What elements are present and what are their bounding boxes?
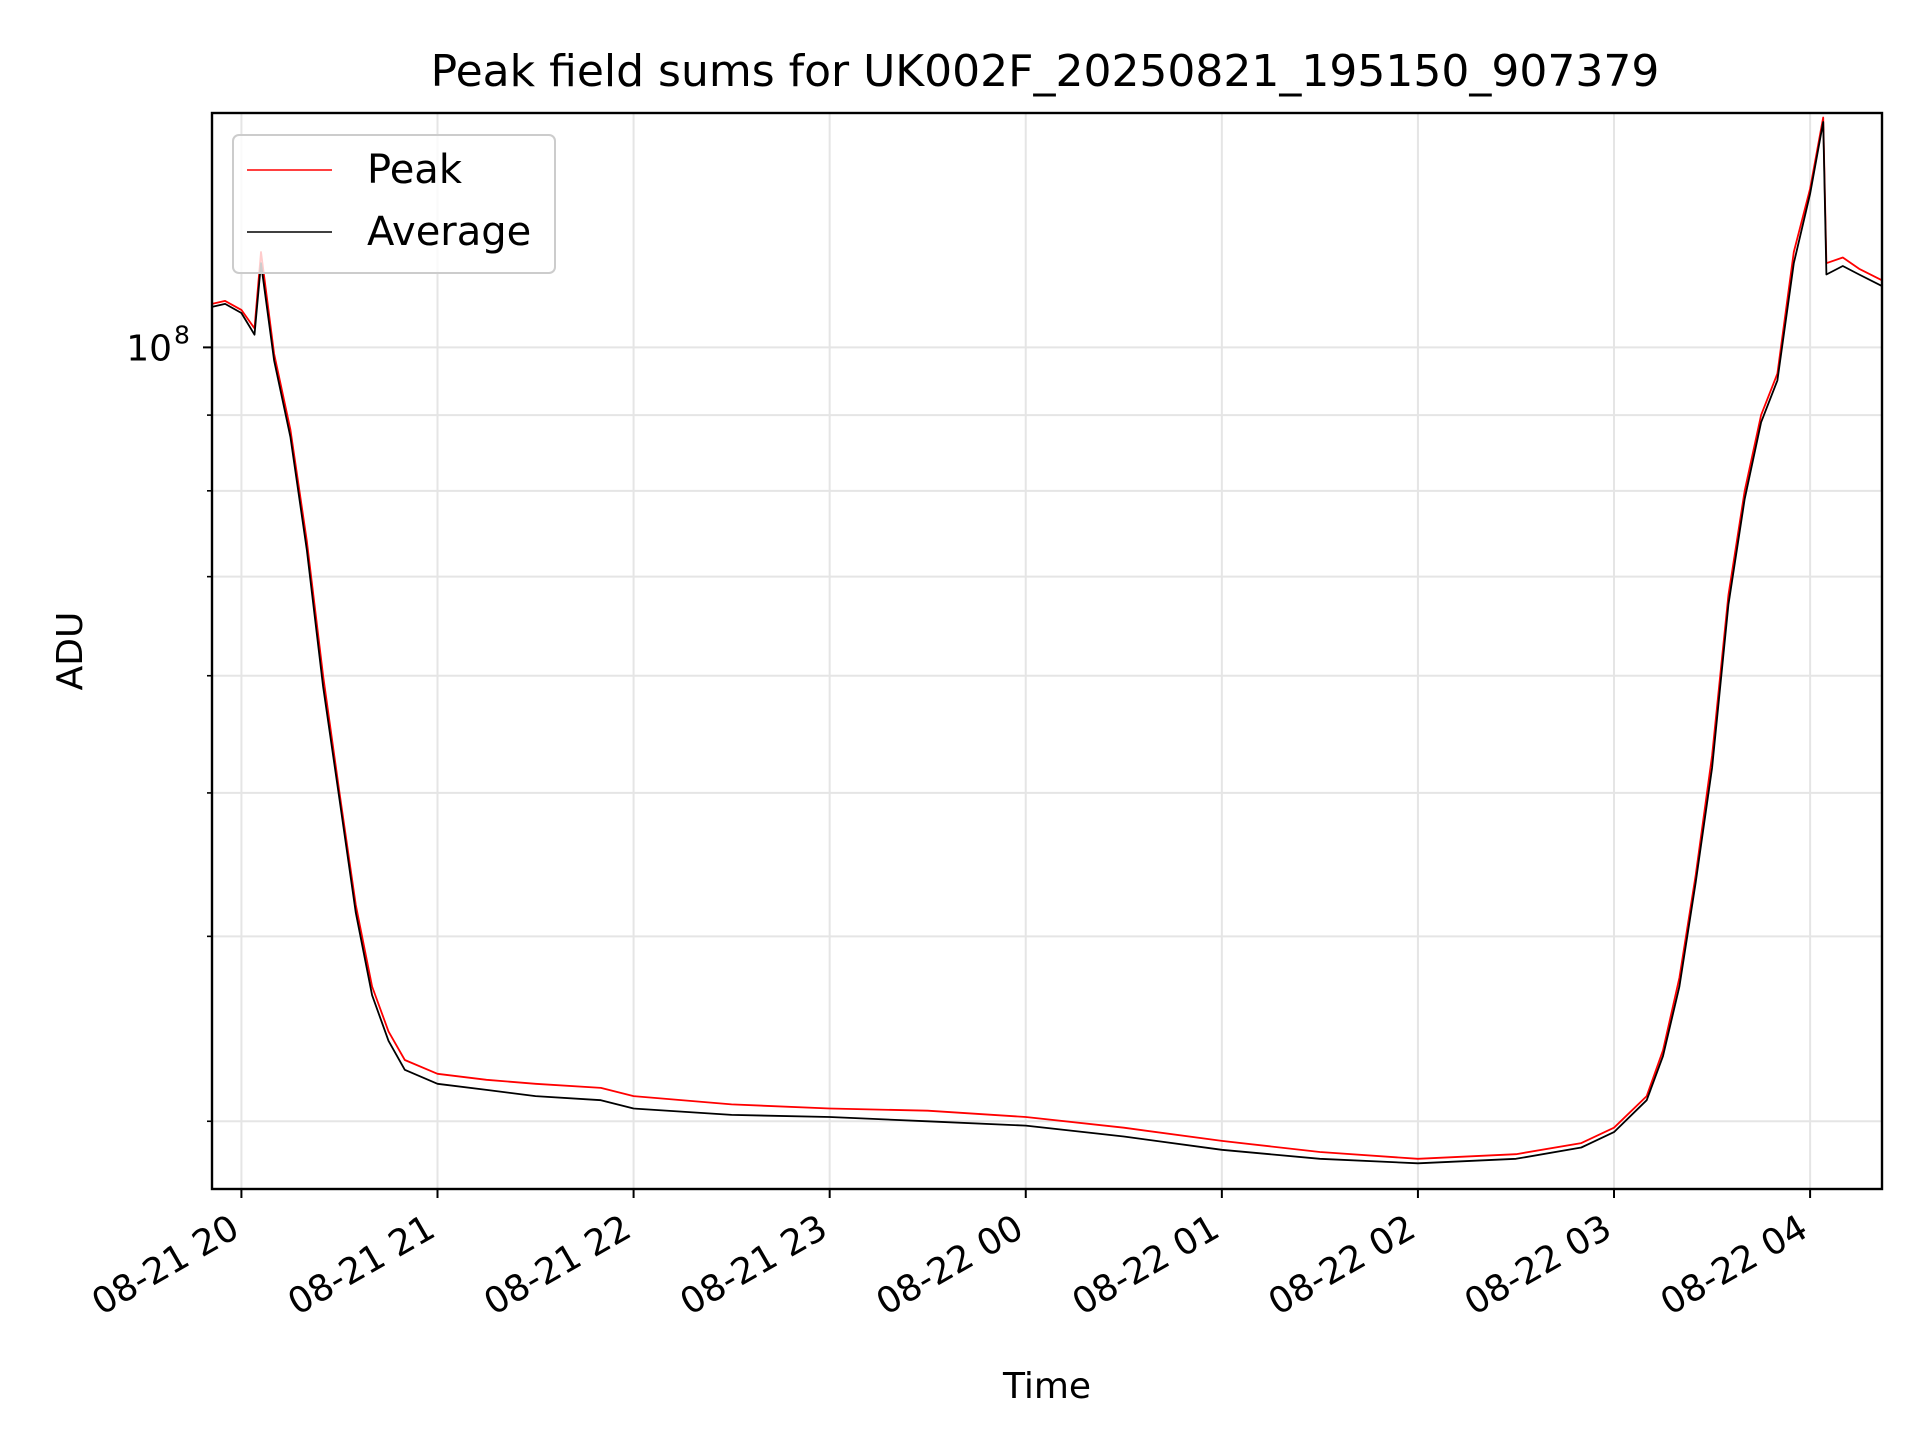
grid bbox=[212, 113, 1882, 1189]
series-line-peak bbox=[211, 116, 1883, 1160]
y-tick-exponent: 8 bbox=[174, 320, 190, 349]
series-line-average bbox=[211, 121, 1883, 1165]
legend: Peak Average bbox=[232, 134, 556, 274]
y-axis: 10 8 bbox=[126, 320, 212, 1123]
x-axis-label: Time bbox=[1002, 1366, 1091, 1407]
y-tick-label: 10 bbox=[126, 328, 172, 369]
y-axis-label: ADU bbox=[50, 612, 91, 691]
chart-title: Peak field sums for UK002F_20250821_1951… bbox=[431, 46, 1660, 97]
legend-label-peak: Peak bbox=[367, 147, 463, 193]
legend-label-average: Average bbox=[367, 209, 531, 255]
series-layer bbox=[211, 116, 1883, 1165]
plot-frame bbox=[210, 111, 1884, 1191]
